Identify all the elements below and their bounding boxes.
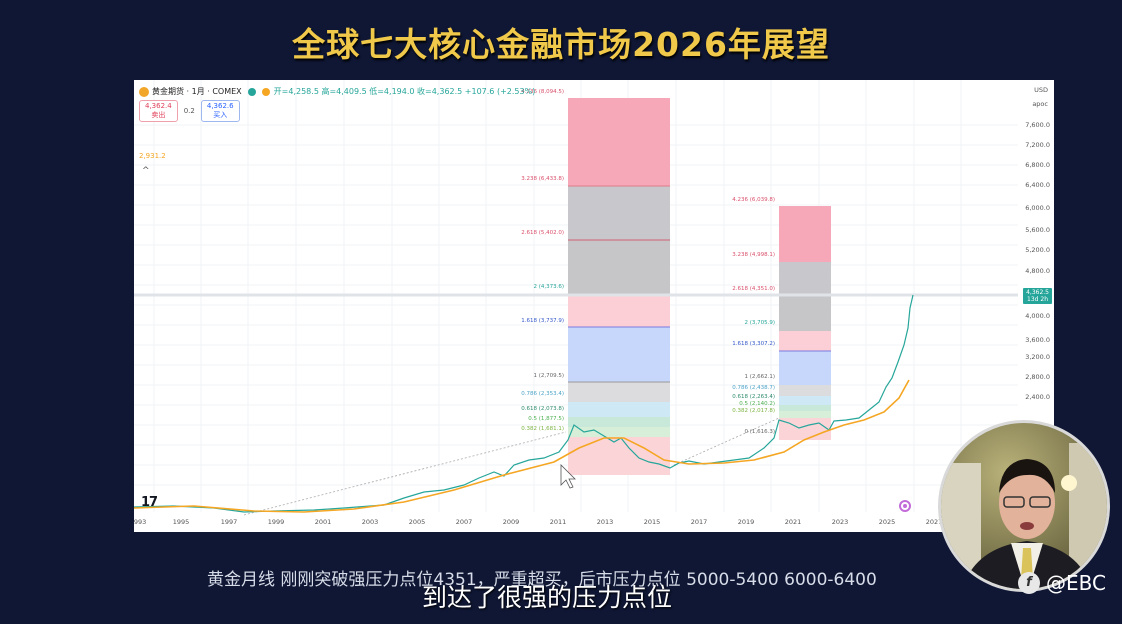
y-tick: 4,000.0 — [1025, 312, 1050, 320]
buy-label: 买入 — [213, 111, 228, 119]
y-tick: 6,000.0 — [1025, 204, 1050, 212]
x-tick: 2009 — [502, 518, 520, 526]
trade-buttons: 4,362.4 卖出 0.2 4,362.6 买入 — [139, 100, 240, 122]
y-tick: 6,400.0 — [1025, 181, 1050, 189]
page-title: 全球七大核心金融市场2026年展望 — [292, 25, 830, 64]
fib1-label-2618: 2.618 (5,402.0) — [521, 230, 564, 236]
video-caption: 到达了很强的压力点位 — [422, 583, 673, 612]
fib-extension-1 — [568, 98, 670, 475]
fib2-label-4236: 4.236 (6,039.8) — [732, 197, 775, 203]
x-tick: 2023 — [831, 518, 849, 526]
fib2-label-0: 0 (1,616.3) — [744, 429, 775, 435]
sell-button[interactable]: 4,362.4 卖出 — [139, 100, 178, 122]
x-tick: 2021 — [784, 518, 802, 526]
presenter-avatar-icon — [941, 443, 1107, 589]
symbol-name[interactable]: 黄金期货 · 1月 · COMEX — [152, 87, 242, 96]
price-axis[interactable]: USD apoc 7,600.0 7,200.0 6,800.0 6,400.0… — [1018, 80, 1054, 510]
x-tick: 2007 — [455, 518, 473, 526]
fib2-label-0382: 0.382 (2,017.8) — [732, 408, 775, 414]
fib2-label-2: 2 (3,705.9) — [744, 320, 775, 326]
y-tick: 7,200.0 — [1025, 141, 1050, 149]
scale-selector[interactable]: apoc — [1032, 100, 1048, 108]
buy-button[interactable]: 4,362.6 买入 — [200, 100, 240, 122]
fib1-label-1618: 1.618 (3,737.9) — [521, 318, 564, 324]
sell-label: 卖出 — [151, 111, 166, 119]
gold-symbol-icon — [139, 86, 149, 97]
x-tick: 2003 — [361, 518, 379, 526]
currency-selector[interactable]: USD — [1034, 86, 1048, 94]
subtitle-text: 黄金月线 刚刚突破强压力点位4351，严重超买，后市压力点位 5000-5400… — [207, 570, 877, 590]
x-tick: 1993 — [134, 518, 147, 526]
sell-price: 4,362.4 — [145, 102, 172, 110]
fib2-label-0786: 0.786 (2,438.7) — [732, 385, 775, 391]
bar-countdown: 13d 2h — [1027, 296, 1049, 303]
y-tick: 4,800.0 — [1025, 267, 1050, 275]
channel-watermark: f @EBC — [1018, 571, 1106, 595]
y-tick: 6,800.0 — [1025, 161, 1050, 169]
fib1-label-0382: 0.382 (1,681.1) — [521, 426, 564, 432]
y-tick: 5,200.0 — [1025, 246, 1050, 254]
fib1-label-1: 1 (2,709.5) — [533, 373, 564, 379]
y-tick: 5,600.0 — [1025, 226, 1050, 234]
y-tick: 2,800.0 — [1025, 373, 1050, 381]
status-dot-icon — [247, 87, 256, 96]
y-tick: 3,600.0 — [1025, 336, 1050, 344]
presenter-webcam — [938, 420, 1110, 592]
x-tick: 2019 — [737, 518, 755, 526]
fib1-label-3238: 3.238 (6,433.8) — [521, 176, 564, 182]
y-tick: 3,200.0 — [1025, 353, 1050, 361]
current-price-badge: 4,362.5 13d 2h — [1023, 288, 1052, 304]
fib2-label-1: 1 (2,662.1) — [744, 374, 775, 380]
mouse-cursor — [560, 464, 576, 489]
facebook-logo-icon: f — [1018, 572, 1040, 594]
spread-value: 0.2 — [183, 107, 195, 115]
x-tick: 2011 — [549, 518, 567, 526]
ma-value: 2,931.2 — [139, 152, 166, 160]
market-status-icon — [261, 87, 270, 96]
fib1-label-4236: 4.236 (8,094.5) — [521, 89, 564, 95]
target-icon[interactable] — [899, 500, 911, 512]
current-price-value: 4,362.5 — [1026, 289, 1049, 296]
fib1-label-0618: 0.618 (2,073.8) — [521, 406, 564, 412]
fib2-label-1618: 1.618 (3,307.2) — [732, 341, 775, 347]
price-line — [134, 294, 914, 513]
x-tick: 2013 — [596, 518, 614, 526]
fib2-label-3238: 3.238 (4,998.1) — [732, 252, 775, 258]
fib1-label-2: 2 (4,373.6) — [533, 284, 564, 290]
x-tick: 2025 — [878, 518, 896, 526]
y-tick: 2,400.0 — [1025, 393, 1050, 401]
fib2-label-2618: 2.618 (4,351.0) — [732, 286, 775, 292]
x-tick: 1997 — [220, 518, 238, 526]
y-tick: 7,600.0 — [1025, 121, 1050, 129]
x-tick: 2017 — [690, 518, 708, 526]
fib2-label-0618: 0.618 (2,263.4) — [732, 394, 775, 400]
tradingview-logo: 17 — [141, 495, 158, 510]
x-tick: 2005 — [408, 518, 426, 526]
fib2-label-05: 0.5 (2,140.2) — [739, 401, 775, 407]
fib1-label-0786: 0.786 (2,353.4) — [521, 391, 564, 397]
x-tick: 2027 — [925, 518, 943, 526]
x-tick: 1999 — [267, 518, 285, 526]
chart-canvas[interactable] — [134, 80, 1054, 532]
ohlc-values: 开=4,258.5 高=4,409.5 低=4,194.0 收=4,362.5 … — [273, 87, 536, 96]
collapse-chevron-icon[interactable]: ^ — [142, 166, 150, 176]
time-axis[interactable]: 1993 1995 1997 1999 2001 2003 2005 2007 … — [134, 512, 1019, 532]
x-tick: 1995 — [172, 518, 190, 526]
fib1-label-05: 0.5 (1,877.5) — [528, 416, 564, 422]
chart-legend: 黄金期货 · 1月 · COMEX 开=4,258.5 高=4,409.5 低=… — [139, 86, 535, 97]
fib-extension-2 — [779, 206, 831, 440]
channel-handle: @EBC — [1046, 571, 1106, 595]
x-tick: 2015 — [643, 518, 661, 526]
moving-average-line — [134, 379, 910, 513]
chart-panel[interactable]: 4.236 (8,094.5) 3.238 (6,433.8) 2.618 (5… — [134, 80, 1054, 532]
x-tick: 2001 — [314, 518, 332, 526]
buy-price: 4,362.6 — [206, 102, 234, 110]
